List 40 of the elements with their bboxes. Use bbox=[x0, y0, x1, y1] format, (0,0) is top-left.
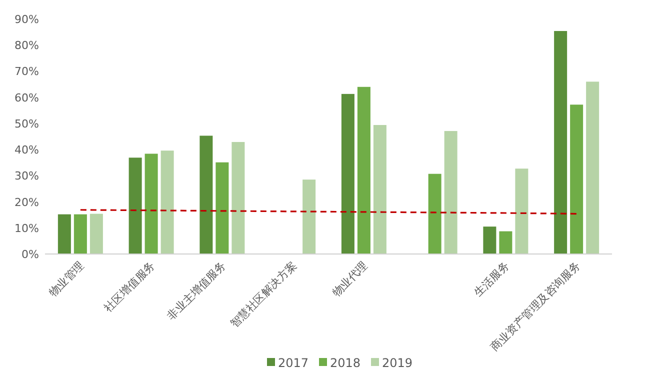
y-tick-label: 40% bbox=[14, 144, 39, 157]
bar bbox=[428, 174, 442, 254]
bar bbox=[58, 214, 71, 254]
bar bbox=[74, 214, 87, 254]
y-tick-label: 90% bbox=[14, 13, 39, 26]
x-tick-label: 社区增值服务 bbox=[102, 258, 158, 315]
x-tick-label: 物业管理 bbox=[46, 258, 87, 300]
bar bbox=[144, 154, 158, 254]
x-tick-label: 非业主增值服务 bbox=[164, 258, 228, 323]
bar bbox=[499, 231, 512, 254]
bar bbox=[302, 180, 316, 254]
legend-label: 2017 bbox=[278, 356, 309, 370]
bar bbox=[160, 150, 174, 254]
y-tick-label: 0% bbox=[22, 248, 39, 261]
legend-label: 2019 bbox=[382, 356, 413, 370]
bar bbox=[515, 168, 528, 254]
bar bbox=[483, 226, 496, 254]
bar bbox=[341, 94, 354, 254]
y-tick-label: 70% bbox=[14, 65, 39, 78]
y-tick-label: 60% bbox=[14, 91, 39, 104]
y-tick-label: 20% bbox=[14, 196, 39, 209]
legend-label: 2018 bbox=[330, 356, 361, 370]
y-tick-label: 80% bbox=[14, 39, 39, 52]
bar bbox=[444, 131, 458, 254]
bar bbox=[586, 82, 600, 254]
bar bbox=[216, 162, 229, 254]
y-tick-label: 30% bbox=[14, 170, 39, 183]
bar bbox=[90, 214, 103, 254]
x-tick-label: 生活服务 bbox=[472, 258, 512, 300]
bar bbox=[570, 104, 584, 254]
bar bbox=[128, 158, 142, 254]
bar bbox=[554, 31, 568, 254]
bar bbox=[357, 86, 370, 254]
bar bbox=[200, 136, 213, 254]
bar bbox=[232, 142, 245, 254]
bar bbox=[373, 125, 386, 254]
y-tick-label: 10% bbox=[14, 222, 39, 235]
x-tick-label: 智慧社区解决方案 bbox=[228, 258, 300, 330]
y-tick-label: 50% bbox=[14, 117, 39, 130]
x-tick-label: 物业代理 bbox=[330, 258, 370, 300]
